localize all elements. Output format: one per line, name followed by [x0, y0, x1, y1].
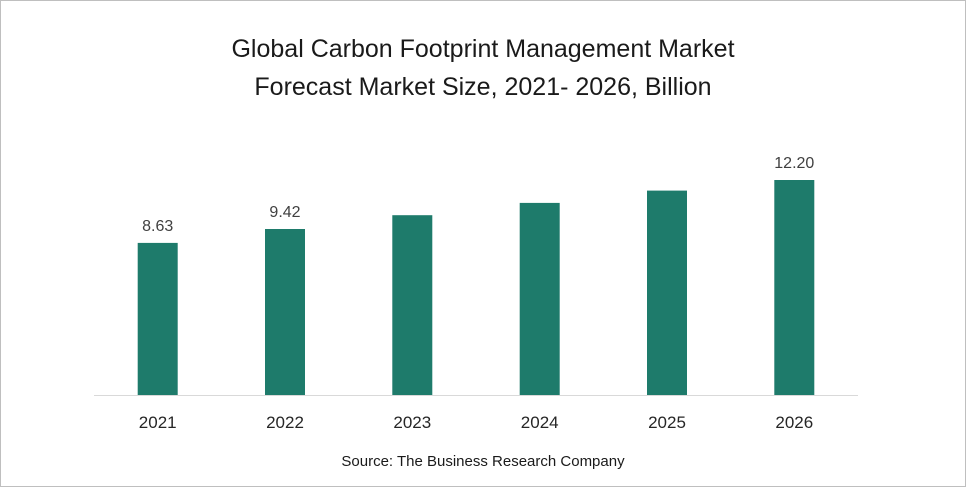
x-tick-label-2023: 2023 [393, 413, 431, 432]
chart-title-line-1: Global Carbon Footprint Management Marke… [231, 35, 735, 63]
x-tick-label-2024: 2024 [521, 413, 559, 432]
bar-2023 [392, 215, 433, 395]
x-tick-label-2022: 2022 [266, 413, 304, 432]
x-tick-label-2021: 2021 [139, 413, 177, 432]
x-tick-label-2026: 2026 [775, 413, 813, 432]
chart-title: Global Carbon Footprint Management Marke… [0, 30, 966, 106]
bar-2025 [647, 190, 687, 395]
data-label-2022: 9.42 [269, 204, 300, 221]
data-label-2021: 8.63 [142, 218, 173, 235]
bar-2024 [519, 202, 560, 395]
chart-source: Source: The Business Research Company [341, 453, 625, 470]
bar-2021 [137, 242, 178, 395]
bar-2026 [774, 180, 815, 395]
x-tick-label-2025: 2025 [648, 413, 686, 432]
bar-2022 [265, 229, 305, 395]
chart-title-line-2: Forecast Market Size, 2021- 2026, Billio… [254, 73, 712, 101]
data-label-2026: 12.20 [774, 155, 814, 172]
